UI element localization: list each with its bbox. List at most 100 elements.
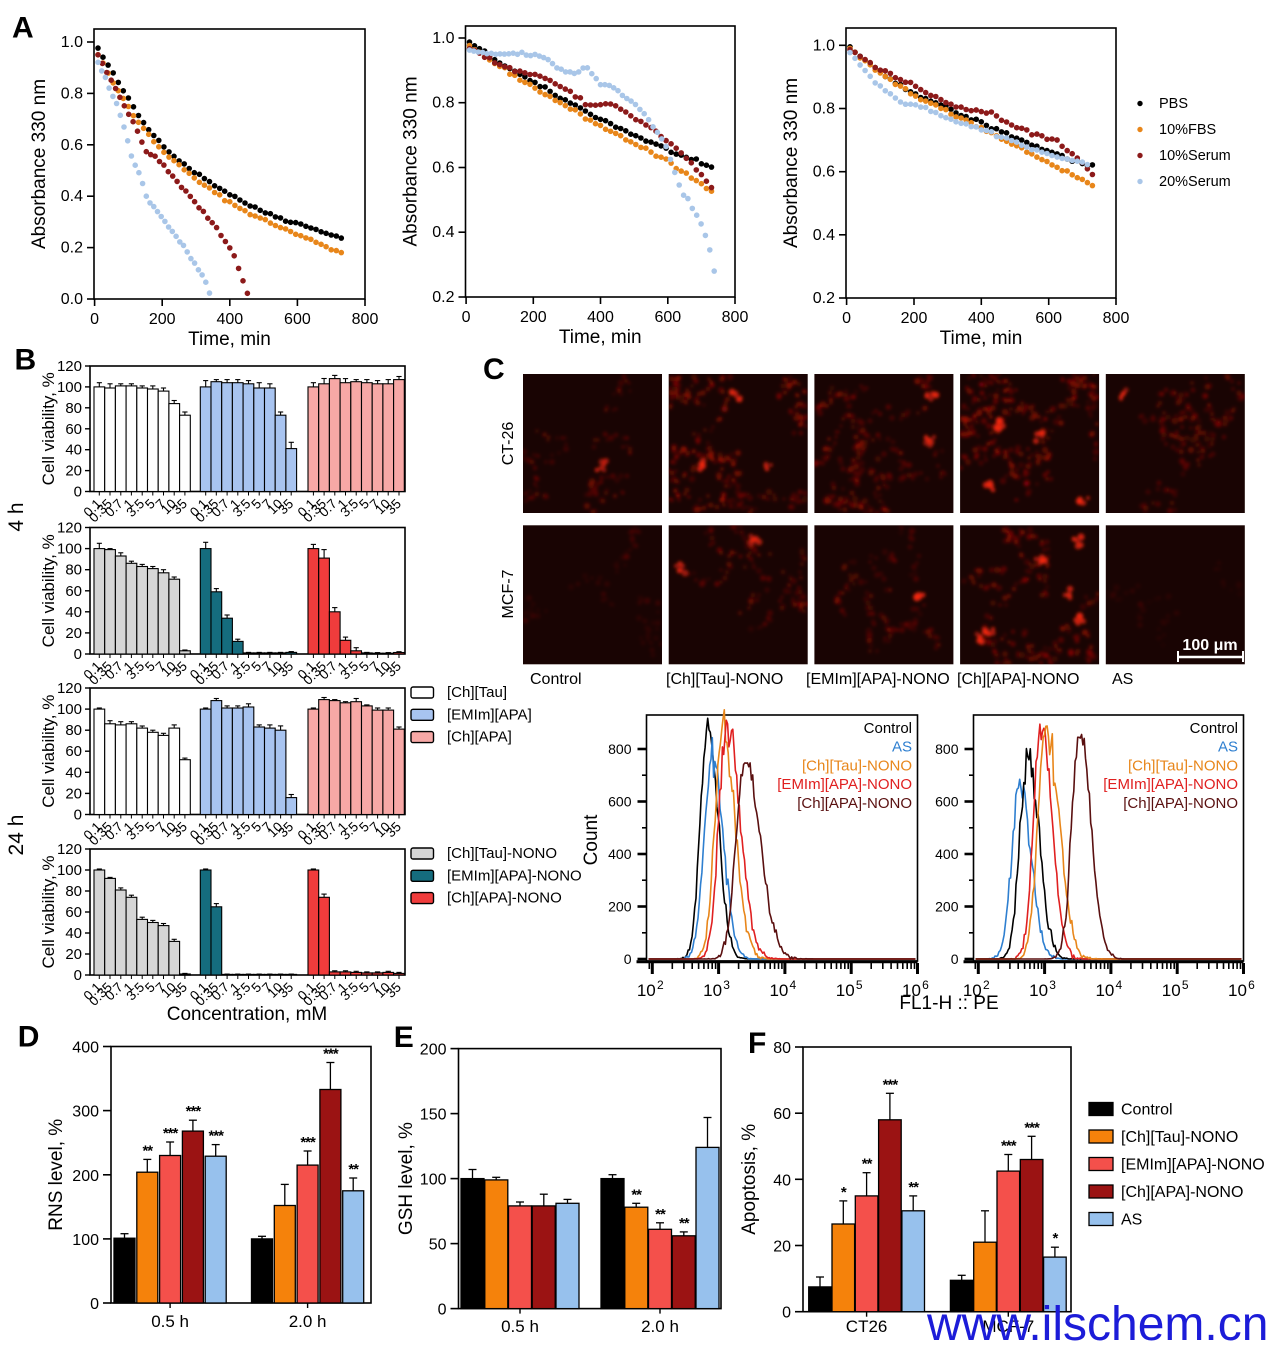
svg-text:**: ** (142, 1142, 153, 1159)
svg-text:0.2: 0.2 (813, 290, 835, 307)
svg-text:Absorbance 330 nm: Absorbance 330 nm (781, 78, 802, 248)
svg-text:***: *** (323, 1046, 339, 1063)
svg-text:1.0: 1.0 (432, 30, 454, 47)
svg-text:200: 200 (608, 899, 632, 915)
svg-text:**: ** (348, 1161, 359, 1178)
svg-text:80: 80 (65, 400, 82, 417)
svg-text:Control: Control (1121, 1102, 1173, 1119)
svg-text:0.4: 0.4 (61, 188, 83, 205)
svg-text:[EMIm][APA]-NONO: [EMIm][APA]-NONO (1121, 1157, 1265, 1174)
svg-text:PBS: PBS (1159, 96, 1188, 112)
svg-text:FL1-H :: PE: FL1-H :: PE (899, 993, 998, 1014)
svg-text:[Ch][APA]-NONO: [Ch][APA]-NONO (797, 795, 912, 812)
svg-text:Cell viability, %: Cell viability, % (39, 534, 58, 647)
svg-text:35: 35 (169, 980, 190, 1001)
svg-text:40: 40 (65, 764, 82, 781)
svg-text:80: 80 (773, 1040, 791, 1057)
svg-text:35: 35 (383, 980, 404, 1001)
svg-text:10: 10 (1228, 981, 1247, 1000)
svg-text:600: 600 (935, 794, 959, 810)
svg-text:35: 35 (169, 819, 190, 840)
svg-text:1.0: 1.0 (813, 37, 835, 54)
svg-text:Cell viability, %: Cell viability, % (39, 695, 58, 808)
svg-text:4 h: 4 h (5, 502, 28, 531)
svg-text:6: 6 (1248, 978, 1255, 992)
svg-text:3: 3 (723, 978, 730, 992)
svg-text:35: 35 (383, 819, 404, 840)
svg-text:0.2: 0.2 (432, 289, 454, 306)
svg-text:10%FBS: 10%FBS (1159, 122, 1216, 138)
svg-text:800: 800 (1103, 310, 1130, 327)
svg-text:24 h: 24 h (5, 815, 28, 856)
svg-text:0.5 h: 0.5 h (151, 1312, 189, 1331)
svg-text:35: 35 (383, 496, 404, 517)
svg-text:100: 100 (57, 541, 82, 558)
svg-text:20: 20 (65, 625, 82, 642)
svg-text:150: 150 (420, 1107, 447, 1124)
svg-text:[Ch][APA]-NONO: [Ch][APA]-NONO (1123, 795, 1238, 812)
svg-text:5: 5 (856, 978, 863, 992)
svg-text:AS: AS (1121, 1212, 1142, 1229)
svg-text:F: F (748, 1027, 766, 1060)
svg-text:4: 4 (1116, 978, 1123, 992)
svg-text:C: C (483, 353, 505, 386)
svg-text:RNS level, %: RNS level, % (46, 1119, 67, 1231)
svg-text:GSH level, %: GSH level, % (396, 1122, 417, 1235)
svg-text:10: 10 (637, 981, 656, 1000)
svg-text:0: 0 (782, 1305, 791, 1322)
svg-text:10%Serum: 10%Serum (1159, 148, 1231, 164)
svg-text:0.4: 0.4 (813, 227, 835, 244)
svg-text:400: 400 (935, 846, 959, 862)
svg-text:200: 200 (420, 1042, 447, 1059)
svg-text:[Ch][Tau]-NONO: [Ch][Tau]-NONO (447, 845, 557, 862)
svg-text:10: 10 (769, 981, 788, 1000)
svg-text:0.6: 0.6 (61, 137, 83, 154)
svg-text:600: 600 (284, 311, 311, 328)
svg-text:Cell viability, %: Cell viability, % (39, 855, 58, 968)
svg-text:0: 0 (842, 310, 851, 327)
svg-text:80: 80 (65, 562, 82, 579)
svg-text:60: 60 (65, 421, 82, 438)
svg-text:0: 0 (74, 646, 82, 663)
svg-text:Time, min: Time, min (940, 328, 1023, 349)
svg-text:0: 0 (74, 967, 82, 984)
svg-text:0: 0 (624, 951, 632, 967)
svg-text:[Ch][Tau]-NONO: [Ch][Tau]-NONO (666, 671, 783, 688)
svg-text:1.0: 1.0 (61, 34, 83, 51)
svg-text:35: 35 (383, 659, 404, 680)
svg-text:5: 5 (1182, 978, 1189, 992)
svg-text:400: 400 (968, 310, 995, 327)
svg-text:0.6: 0.6 (813, 164, 835, 181)
svg-text:10: 10 (703, 981, 722, 1000)
svg-text:E: E (394, 1021, 414, 1054)
svg-text:0: 0 (462, 309, 471, 326)
svg-text:10: 10 (1095, 981, 1114, 1000)
svg-text:0.4: 0.4 (432, 224, 454, 241)
svg-text:10: 10 (963, 981, 982, 1000)
svg-text:***: *** (1024, 1119, 1040, 1136)
svg-text:AS: AS (892, 739, 912, 756)
svg-text:100: 100 (57, 701, 82, 718)
svg-text:35: 35 (169, 659, 190, 680)
svg-text:[Ch][APA]: [Ch][APA] (447, 729, 512, 746)
svg-text:[EMIm][APA]-NONO: [EMIm][APA]-NONO (777, 776, 912, 793)
svg-text:MCF-7: MCF-7 (982, 1317, 1034, 1336)
svg-text:200: 200 (935, 899, 959, 915)
svg-text:10: 10 (1029, 981, 1048, 1000)
svg-text:2: 2 (657, 978, 664, 992)
svg-text:0: 0 (90, 311, 99, 328)
svg-text:4: 4 (790, 978, 797, 992)
svg-text:[Ch][APA]-NONO: [Ch][APA]-NONO (447, 890, 562, 907)
svg-text:[Ch][Tau]-NONO: [Ch][Tau]-NONO (1128, 757, 1238, 774)
svg-text:400: 400 (72, 1040, 99, 1057)
svg-text:20%Serum: 20%Serum (1159, 174, 1231, 190)
svg-text:40: 40 (773, 1172, 791, 1189)
svg-text:80: 80 (65, 883, 82, 900)
svg-text:**: ** (679, 1215, 690, 1232)
svg-text:***: *** (186, 1103, 202, 1120)
svg-text:B: B (15, 344, 37, 377)
svg-text:100 μm: 100 μm (1182, 637, 1237, 654)
svg-text:www.ilschem.cn: www.ilschem.cn (926, 1298, 1268, 1348)
svg-text:50: 50 (429, 1237, 447, 1254)
svg-text:200: 200 (72, 1168, 99, 1185)
